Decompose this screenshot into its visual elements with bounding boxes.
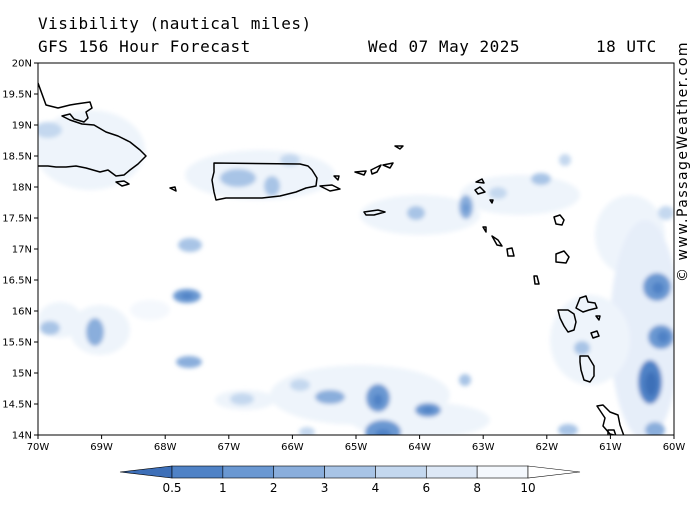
st-lucia-coast	[607, 429, 617, 435]
st-croix-coast	[363, 209, 386, 216]
marie-galante-coast	[590, 330, 600, 339]
lon-label: 60W	[663, 442, 686, 453]
legend-label: 6	[422, 481, 430, 495]
legend-swatch	[476, 465, 529, 479]
guadeloupe-grande-terre-coast	[575, 295, 598, 313]
lat-label: 18.5N	[2, 152, 32, 163]
legend-swatch	[425, 465, 478, 479]
puerto-rico-coast	[211, 162, 318, 201]
anegada-coast	[394, 145, 404, 150]
nevis-coast	[506, 247, 515, 257]
lat-label: 19.5N	[2, 90, 32, 101]
vieques-coast	[319, 184, 341, 192]
lat-label: 14.5N	[2, 400, 32, 411]
credit-text: © www.PassageWeather.com	[675, 40, 691, 282]
coastlines	[38, 82, 625, 435]
legend-label: 1	[219, 481, 227, 495]
legend-swatch	[119, 465, 173, 479]
lat-label: 19N	[12, 121, 32, 132]
lon-label: 68W	[154, 442, 177, 453]
lat-label: 16.5N	[2, 276, 32, 287]
legend-swatch	[527, 465, 581, 479]
lat-label: 18N	[12, 183, 32, 194]
lat-label: 15.5N	[2, 338, 32, 349]
st-barts-coast	[489, 199, 494, 204]
lat-label: 17.5N	[2, 214, 32, 225]
barbuda-coast	[555, 250, 570, 264]
lon-label: 65W	[345, 442, 368, 453]
legend-swatch	[273, 465, 325, 479]
legend-swatch	[171, 465, 224, 479]
forecast-date: Wed 07 May 2025	[368, 37, 520, 56]
lat-label: 14N	[12, 431, 32, 442]
longitude-axis: 70W 69W 68W 67W 66W 65W 64W 63W 62W 61W 60W	[27, 435, 686, 453]
legend-label: 8	[473, 481, 481, 495]
lon-label: 62W	[535, 442, 558, 453]
dominica-coast	[579, 355, 595, 383]
islet-coast	[482, 226, 487, 233]
legend-label: 3	[321, 481, 329, 495]
legend-swatch	[375, 465, 427, 479]
hispaniola-coast	[38, 82, 147, 177]
legend-swatch	[324, 465, 376, 479]
islet-coast	[169, 186, 177, 192]
forecast-time: 18 UTC	[596, 37, 657, 56]
lon-label: 64W	[408, 442, 431, 453]
desirade-coast	[595, 315, 601, 321]
lon-label: 61W	[599, 442, 622, 453]
map-title: Visibility (nautical miles)	[38, 14, 312, 33]
islet-coast	[382, 162, 394, 169]
latitude-axis: 20N 19.5N 19N 18.5N 18N 17.5N 17N 16.5N 16N 15.5N…	[2, 59, 38, 442]
visibility-legend: 0.5 1 2 3 4 6 8 10	[119, 465, 581, 495]
islet-coast	[354, 170, 367, 176]
legend-label: 2	[270, 481, 278, 495]
legend-label: 10	[520, 481, 535, 495]
lat-label: 17N	[12, 245, 32, 256]
lat-label: 16N	[12, 307, 32, 318]
legend-swatch	[222, 465, 275, 479]
montserrat-coast	[533, 275, 540, 285]
anguilla-coast	[475, 178, 485, 184]
lat-label: 20N	[12, 59, 32, 70]
guadeloupe-basse-terre-coast	[557, 309, 577, 333]
visibility-shading	[38, 110, 674, 435]
lon-label: 66W	[281, 442, 304, 453]
legend-label: 0.5	[162, 481, 181, 495]
st-kitts-coast	[491, 235, 503, 247]
antigua-coast	[553, 214, 565, 226]
lat-label: 15N	[12, 369, 32, 380]
culebra-coast	[333, 175, 340, 181]
lon-label: 69W	[90, 442, 113, 453]
lon-label: 63W	[472, 442, 495, 453]
forecast-label: GFS 156 Hour Forecast	[38, 37, 251, 56]
lon-label: 67W	[217, 442, 240, 453]
martinique-coast	[596, 404, 625, 435]
lon-label: 70W	[27, 442, 50, 453]
islet-coast	[115, 180, 130, 187]
st-martin-coast	[474, 186, 486, 195]
islet-coast	[370, 164, 382, 175]
legend-label: 4	[372, 481, 380, 495]
